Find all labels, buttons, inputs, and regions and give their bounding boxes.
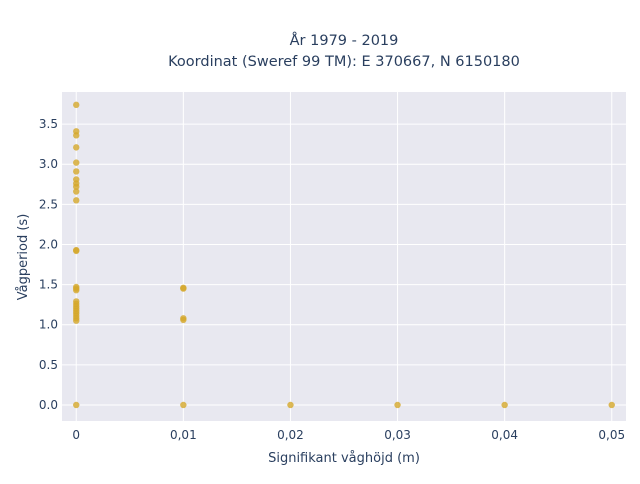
data-point xyxy=(73,159,80,166)
data-point xyxy=(73,188,80,195)
data-point xyxy=(501,401,508,409)
y-tick-label: 3.5 xyxy=(39,117,58,131)
y-axis-title: Vågperiod (s) xyxy=(16,214,31,301)
data-point xyxy=(73,317,80,324)
x-tick-label: 0 xyxy=(72,428,80,442)
grid-lines xyxy=(62,92,626,421)
data-points xyxy=(73,101,615,409)
data-point xyxy=(73,287,80,294)
y-tick-label: 2.0 xyxy=(39,237,58,251)
data-point xyxy=(73,197,80,204)
data-point xyxy=(180,316,187,324)
data-point xyxy=(73,247,80,255)
x-tick-labels: 0 0,01 0,02 0,03 0,04 0,05 xyxy=(72,428,625,442)
data-point xyxy=(394,401,401,409)
data-point xyxy=(608,401,615,409)
y-tick-label: 0.5 xyxy=(39,358,58,372)
data-point xyxy=(73,132,80,139)
data-point xyxy=(73,144,80,151)
x-tick-label: 0,03 xyxy=(384,428,411,442)
data-point xyxy=(180,285,187,292)
x-tick-label: 0,04 xyxy=(491,428,518,442)
x-tick-label: 0,05 xyxy=(598,428,625,442)
y-tick-labels: 0.0 0.5 1.0 1.5 2.0 2.5 3.0 3.5 xyxy=(39,117,58,412)
data-point xyxy=(73,101,80,109)
y-tick-label: 0.0 xyxy=(39,398,58,412)
x-tick-label: 0,01 xyxy=(170,428,197,442)
y-tick-label: 2.5 xyxy=(39,197,58,211)
y-tick-label: 1.0 xyxy=(39,318,58,332)
data-point xyxy=(73,168,80,175)
data-point xyxy=(287,401,294,409)
chart-title-line-2: Koordinat (Sweref 99 TM): E 370667, N 61… xyxy=(168,54,520,70)
y-tick-label: 3.0 xyxy=(39,157,58,171)
y-tick-label: 1.5 xyxy=(39,278,58,292)
data-point xyxy=(73,183,80,190)
data-point xyxy=(73,401,80,409)
x-axis-title: Signifikant våghöjd (m) xyxy=(268,451,420,466)
chart-title-line-1: År 1979 - 2019 xyxy=(290,32,399,49)
plot-background xyxy=(62,92,626,421)
x-tick-label: 0,02 xyxy=(277,428,304,442)
data-point xyxy=(180,401,187,409)
